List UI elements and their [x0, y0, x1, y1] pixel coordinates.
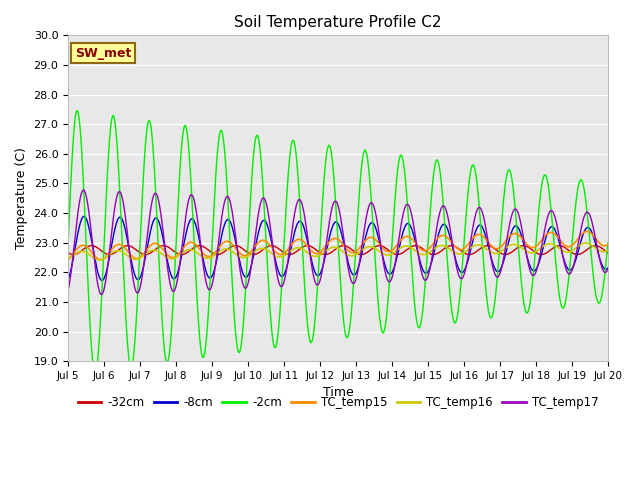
-32cm: [604, 250, 612, 256]
TC_temp15: [92, 254, 100, 260]
-32cm: [313, 247, 321, 253]
X-axis label: Time: Time: [323, 386, 353, 399]
TC_temp15: [604, 241, 612, 247]
Line: -8cm: -8cm: [68, 216, 608, 280]
-32cm: [64, 250, 72, 256]
-2cm: [64, 240, 72, 246]
-32cm: [490, 245, 498, 251]
TC_temp15: [97, 257, 105, 263]
TC_temp15: [589, 232, 596, 238]
TC_temp16: [64, 256, 72, 262]
Title: Soil Temperature Profile C2: Soil Temperature Profile C2: [234, 15, 442, 30]
-2cm: [604, 240, 612, 246]
-2cm: [313, 292, 321, 298]
TC_temp17: [604, 266, 612, 272]
Line: TC_temp16: TC_temp16: [68, 243, 608, 260]
Line: -2cm: -2cm: [68, 110, 608, 372]
TC_temp16: [327, 245, 335, 251]
-8cm: [327, 228, 335, 233]
TC_temp16: [313, 253, 321, 259]
TC_temp17: [64, 288, 72, 293]
-2cm: [92, 370, 99, 375]
-2cm: [589, 269, 596, 275]
-2cm: [92, 367, 100, 372]
TC_temp17: [589, 222, 596, 228]
-2cm: [73, 108, 81, 113]
TC_temp16: [589, 243, 596, 249]
-8cm: [92, 262, 100, 267]
TC_temp17: [327, 209, 335, 215]
-8cm: [64, 276, 72, 282]
-8cm: [80, 214, 88, 219]
-8cm: [490, 263, 498, 269]
-32cm: [589, 243, 596, 249]
TC_temp15: [490, 245, 497, 251]
Line: TC_temp17: TC_temp17: [68, 190, 608, 295]
TC_temp17: [97, 292, 105, 298]
Legend: -32cm, -8cm, -2cm, TC_temp15, TC_temp16, TC_temp17: -32cm, -8cm, -2cm, TC_temp15, TC_temp16,…: [73, 392, 603, 414]
-8cm: [604, 265, 612, 271]
TC_temp17: [92, 270, 100, 276]
TC_temp15: [583, 228, 591, 234]
TC_temp15: [327, 237, 335, 243]
Line: -32cm: -32cm: [68, 246, 608, 254]
Line: TC_temp15: TC_temp15: [68, 231, 608, 260]
-32cm: [327, 250, 335, 255]
-8cm: [589, 231, 596, 237]
Y-axis label: Temperature (C): Temperature (C): [15, 147, 28, 249]
TC_temp17: [313, 282, 321, 288]
-32cm: [92, 244, 100, 250]
TC_temp16: [589, 243, 596, 249]
-2cm: [589, 267, 596, 273]
TC_temp17: [490, 268, 498, 274]
TC_temp16: [92, 256, 100, 262]
-8cm: [98, 277, 106, 283]
TC_temp16: [582, 240, 589, 246]
-8cm: [589, 232, 596, 238]
TC_temp16: [604, 247, 612, 253]
TC_temp15: [589, 232, 596, 238]
-8cm: [313, 272, 321, 278]
TC_temp15: [313, 251, 321, 256]
TC_temp16: [490, 250, 497, 256]
-32cm: [589, 243, 596, 249]
TC_temp17: [589, 223, 596, 228]
-32cm: [106, 252, 113, 257]
TC_temp17: [80, 187, 88, 193]
TC_temp16: [95, 257, 103, 263]
-2cm: [327, 149, 335, 155]
TC_temp15: [64, 256, 72, 262]
-2cm: [490, 306, 498, 312]
-32cm: [447, 243, 455, 249]
Text: SW_met: SW_met: [75, 47, 131, 60]
